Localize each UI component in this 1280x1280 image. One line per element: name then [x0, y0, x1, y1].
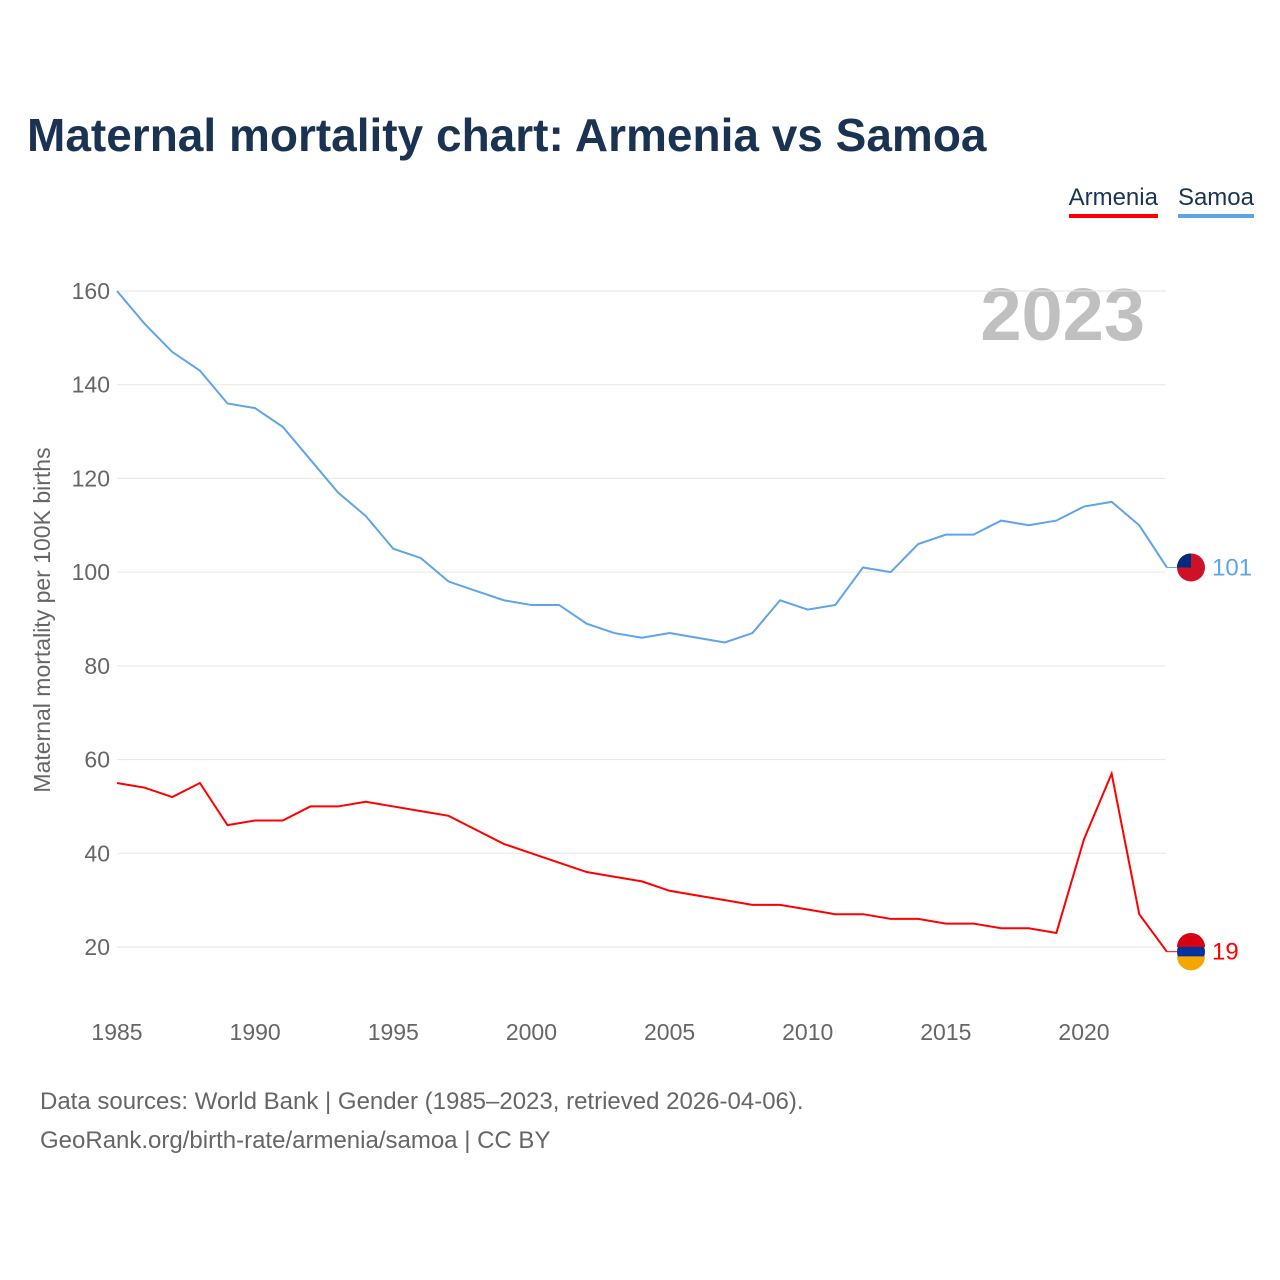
series-line-armenia [116, 770, 1168, 953]
x-tick-label: 2000 [506, 1019, 557, 1045]
x-tick-label: 2015 [920, 1019, 971, 1045]
x-tick-label: 2010 [782, 1019, 833, 1045]
samoa-flag-canton [1177, 553, 1191, 568]
end-value-label: 19 [1212, 939, 1239, 966]
y-tick-label: 140 [72, 372, 110, 398]
x-tick-label: 2005 [644, 1019, 695, 1045]
legend: Armenia Samoa [1068, 184, 1254, 218]
end-value-label: 101 [1212, 554, 1252, 581]
y-tick-label: 40 [84, 840, 110, 866]
x-tick-label: 1995 [368, 1019, 419, 1045]
y-tick-label: 100 [72, 559, 110, 585]
y-axis-label: Maternal mortality per 100K births [29, 447, 55, 792]
armenia-flag-red [1177, 932, 1205, 947]
chart-title: Maternal mortality chart: Armenia vs Sam… [27, 109, 987, 161]
source-url[interactable]: GeoRank.org/birth-rate/armenia/samoa | C… [40, 1127, 551, 1154]
y-tick-label: 120 [72, 465, 110, 491]
y-tick-label: 60 [84, 747, 110, 773]
y-tick-label: 160 [72, 278, 110, 304]
x-tick-label: 1990 [230, 1019, 281, 1045]
y-tick-label: 20 [84, 934, 110, 960]
armenia-flag-orange [1177, 956, 1205, 971]
legend-armenia[interactable]: Armenia [1068, 184, 1158, 218]
legend-samoa[interactable]: Samoa [1177, 184, 1254, 218]
year-watermark: 2023 [980, 273, 1145, 356]
x-tick-label: 1985 [91, 1019, 142, 1045]
x-tick-label: 2020 [1058, 1019, 1109, 1045]
y-tick-label: 80 [84, 653, 110, 679]
source-text: Data sources: World Bank | Gender (1985–… [40, 1088, 804, 1115]
series-line-samoa [116, 290, 1168, 644]
